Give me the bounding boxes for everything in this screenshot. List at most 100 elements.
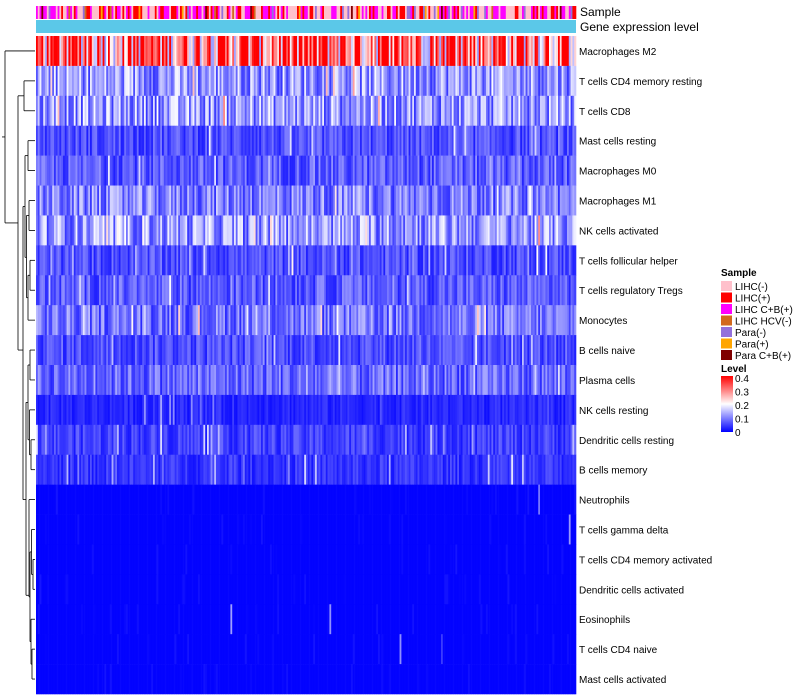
heatmap-cell <box>459 394 462 426</box>
heatmap-cell <box>264 36 267 67</box>
heatmap-cell <box>414 185 417 216</box>
heatmap-cell <box>394 454 397 485</box>
heatmap-cell <box>455 454 458 485</box>
heatmap-cell <box>279 424 282 456</box>
sample-annotation-cell <box>221 6 224 19</box>
heatmap-cell <box>208 36 211 67</box>
heatmap-cell <box>381 36 384 67</box>
heatmap-cell <box>162 215 165 246</box>
heatmap-cell <box>190 125 193 156</box>
sample-annotation-cell <box>291 6 294 19</box>
heatmap-cell <box>365 95 368 127</box>
heatmap-cell <box>243 305 246 336</box>
heatmap-cell <box>81 36 84 67</box>
heatmap-cell <box>567 275 570 306</box>
heatmap-cell <box>419 275 422 306</box>
heatmap-cell <box>405 424 408 456</box>
heatmap-cell <box>176 185 179 216</box>
heatmap-cell <box>250 365 253 396</box>
heatmap-cell <box>199 36 202 67</box>
heatmap-cell <box>365 185 368 216</box>
heatmap-cell <box>255 484 258 515</box>
heatmap-cell <box>554 275 557 306</box>
heatmap-cell <box>403 454 406 485</box>
sample-annotation-cell <box>163 6 166 19</box>
heatmap-cell <box>324 394 327 426</box>
heatmap-cell <box>498 335 501 366</box>
heatmap-cell <box>543 424 546 456</box>
heatmap-cell <box>113 155 116 186</box>
heatmap-cell <box>390 454 393 485</box>
sample-annotation-cell <box>491 6 494 19</box>
heatmap-cell <box>500 454 503 485</box>
heatmap-cell <box>421 305 424 336</box>
heatmap-cell <box>397 65 400 97</box>
heatmap-cell <box>189 65 192 97</box>
heatmap-cell <box>504 245 507 276</box>
heatmap-cell <box>82 335 85 366</box>
sample-annotation-cell <box>297 6 300 19</box>
heatmap-cell <box>351 155 354 186</box>
heatmap-cell <box>342 305 345 336</box>
heatmap-cell <box>286 424 289 456</box>
heatmap-cell <box>154 335 157 366</box>
heatmap-cell <box>379 95 382 127</box>
heatmap-cell <box>428 305 431 336</box>
heatmap-cell <box>295 454 298 485</box>
heatmap-cell <box>124 424 127 456</box>
heatmap-cell <box>306 185 309 216</box>
heatmap-cell <box>558 245 561 276</box>
heatmap-cell <box>154 65 157 97</box>
heatmap-cell <box>293 424 296 456</box>
heatmap-cell <box>216 335 219 366</box>
heatmap-cell <box>406 125 409 156</box>
heatmap-cell <box>145 305 148 336</box>
heatmap-cell <box>104 36 107 67</box>
sample-annotation-cell <box>307 6 310 19</box>
heatmap-cell <box>433 95 436 127</box>
heatmap-cell <box>217 185 220 216</box>
heatmap-cell <box>208 215 211 246</box>
heatmap-cell <box>313 65 316 97</box>
heatmap-cell <box>378 365 381 396</box>
heatmap-cell <box>563 394 566 426</box>
heatmap-cell <box>133 215 136 246</box>
heatmap-cell <box>511 36 514 67</box>
heatmap-cell <box>477 454 480 485</box>
heatmap-cell <box>262 365 265 396</box>
heatmap-cell <box>124 36 127 67</box>
heatmap-cell <box>45 215 48 246</box>
heatmap-cell <box>473 394 476 426</box>
heatmap-cell <box>484 215 487 246</box>
heatmap-cell <box>387 424 390 456</box>
heatmap-cell <box>394 125 397 156</box>
heatmap-cell <box>547 215 550 246</box>
heatmap-cell <box>365 424 368 456</box>
heatmap-cell <box>221 185 224 216</box>
heatmap-cell <box>129 275 132 306</box>
heatmap-cell <box>243 484 246 515</box>
heatmap-cell <box>275 275 278 306</box>
heatmap-cell <box>550 155 553 186</box>
heatmap-cell <box>149 454 152 485</box>
heatmap-cell <box>43 245 46 276</box>
heatmap-cell <box>115 365 118 396</box>
heatmap-cell <box>75 365 78 396</box>
heatmap-cell <box>482 215 485 246</box>
heatmap-cell <box>536 394 539 426</box>
heatmap-cell <box>253 365 256 396</box>
heatmap-cell <box>81 215 84 246</box>
heatmap-cell <box>426 335 429 366</box>
heatmap-cell <box>124 245 127 276</box>
heatmap-cell <box>244 215 247 246</box>
sample-annotation-cell <box>192 6 195 19</box>
heatmap-cell <box>163 125 166 156</box>
heatmap-cell <box>225 365 228 396</box>
heatmap-cell <box>277 394 280 426</box>
heatmap-cell <box>246 95 249 127</box>
heatmap-cell <box>52 275 55 306</box>
heatmap-cell <box>63 155 66 186</box>
sample-annotation-cell <box>284 6 287 19</box>
heatmap-cell <box>216 185 219 216</box>
sample-annotation-cell <box>133 6 136 19</box>
